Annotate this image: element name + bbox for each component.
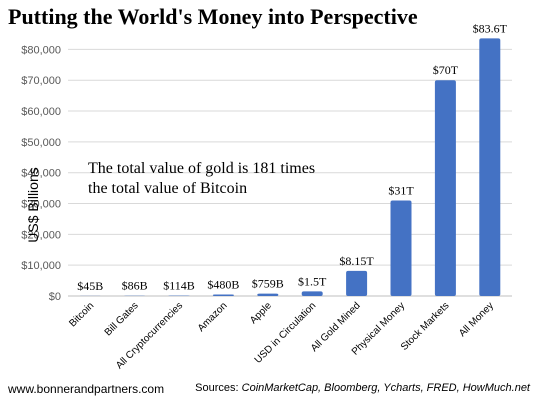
y-tick-label: $60,000 [21, 106, 61, 118]
x-tick-label: Bill Gates [103, 300, 141, 338]
data-label: $114B [163, 279, 195, 293]
chart-title: Putting the World's Money into Perspecti… [8, 4, 418, 29]
y-tick-label: $10,000 [21, 260, 61, 272]
website-url: www.bonnerandpartners.com [8, 382, 165, 396]
sources-list: CoinMarketCap, Bloomberg, Ycharts, FRED,… [241, 382, 530, 394]
annotation-line-2: the total value of Bitcoin [88, 180, 247, 197]
data-label: $31T [388, 183, 414, 197]
data-label: $83.6T [473, 21, 508, 35]
bar [390, 200, 412, 296]
y-tick-label: $80,000 [21, 44, 61, 56]
bar-chart: $0 $10,000 $20,000 $30,000 $40,000 $50,000 $60… [21, 21, 512, 371]
annotation-line-1: The total value of gold is 181 times [88, 160, 315, 177]
x-tick-label: All Money [457, 300, 496, 339]
data-label: $1.5T [298, 274, 327, 288]
y-tick-label: $50,000 [21, 137, 61, 149]
y-axis-label: US$ Billions [25, 167, 41, 242]
y-tick-label: $20,000 [21, 229, 61, 241]
x-tick-label: Apple [248, 300, 274, 326]
data-label: $759B [252, 277, 284, 291]
data-label: $70T [433, 63, 459, 77]
x-tick-label: Amazon [196, 300, 230, 334]
bar [346, 270, 368, 296]
bar [212, 294, 234, 296]
bar [434, 80, 456, 296]
data-label: $45B [77, 279, 103, 293]
x-tick-label: Bitcoin [67, 300, 96, 329]
y-tick-label: $40,000 [21, 168, 61, 180]
bar [257, 293, 279, 296]
data-label: $8.15T [339, 254, 374, 268]
sources-label: Sources: [195, 382, 242, 394]
sources-note: Sources: CoinMarketCap, Bloomberg, Ychar… [195, 382, 530, 394]
y-tick-label: $70,000 [21, 75, 61, 87]
bar [301, 291, 323, 296]
y-tick-label: $30,000 [21, 199, 61, 211]
data-label: $480B [207, 278, 239, 292]
bar [479, 38, 501, 296]
y-tick-label: $0 [49, 291, 61, 303]
data-label: $86B [122, 279, 148, 293]
